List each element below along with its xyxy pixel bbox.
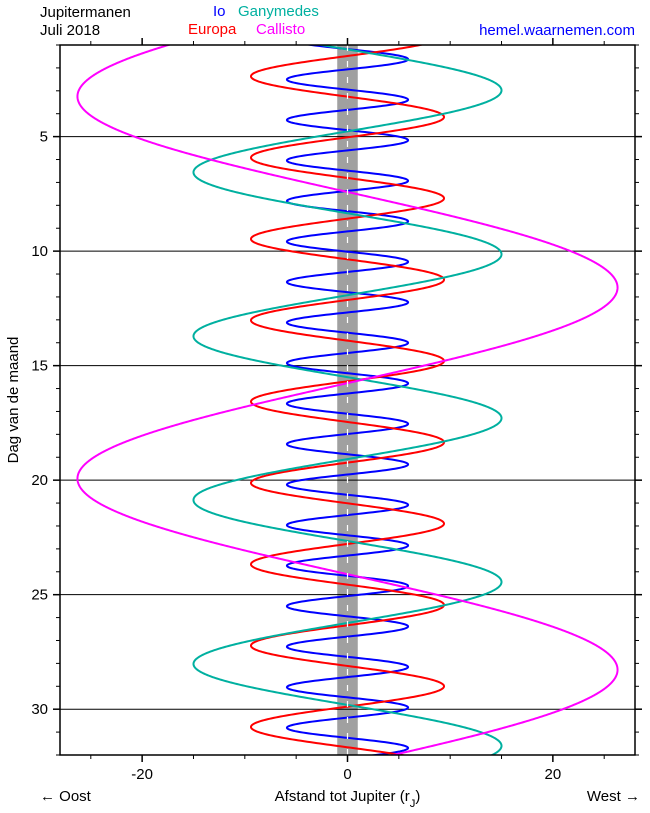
svg-text:15: 15 [31, 358, 48, 375]
svg-text:30: 30 [31, 701, 48, 718]
title-line1: Jupitermanen [40, 4, 131, 21]
svg-text:Europa: Europa [188, 21, 237, 38]
svg-text:20: 20 [31, 472, 48, 489]
svg-text:-20: -20 [131, 766, 153, 783]
svg-text:Io: Io [213, 3, 226, 20]
chart-container: Io GanymedesEuropa Callisto -20 0 20 5 10 15 20 25… [0, 0, 650, 813]
svg-text:Dag van de maand: Dag van de maand [5, 337, 22, 464]
svg-text:West →: West → [587, 788, 640, 805]
svg-text:← Oost: ← Oost [40, 788, 92, 805]
svg-text:5: 5 [40, 129, 48, 146]
svg-text:Afstand tot Jupiter (rJ): Afstand tot Jupiter (rJ) [275, 788, 421, 810]
jupiter-moons-chart: Io GanymedesEuropa Callisto -20 0 20 5 10 15 20 25… [0, 0, 650, 813]
svg-text:0: 0 [343, 766, 351, 783]
svg-text:25: 25 [31, 587, 48, 604]
title-line2: Juli 2018 [40, 22, 100, 39]
svg-text:Ganymedes: Ganymedes [238, 3, 319, 20]
svg-text:Callisto: Callisto [256, 21, 305, 38]
site-url: hemel.waarnemen.com [479, 22, 635, 39]
svg-text:10: 10 [31, 243, 48, 260]
svg-text:20: 20 [545, 766, 562, 783]
